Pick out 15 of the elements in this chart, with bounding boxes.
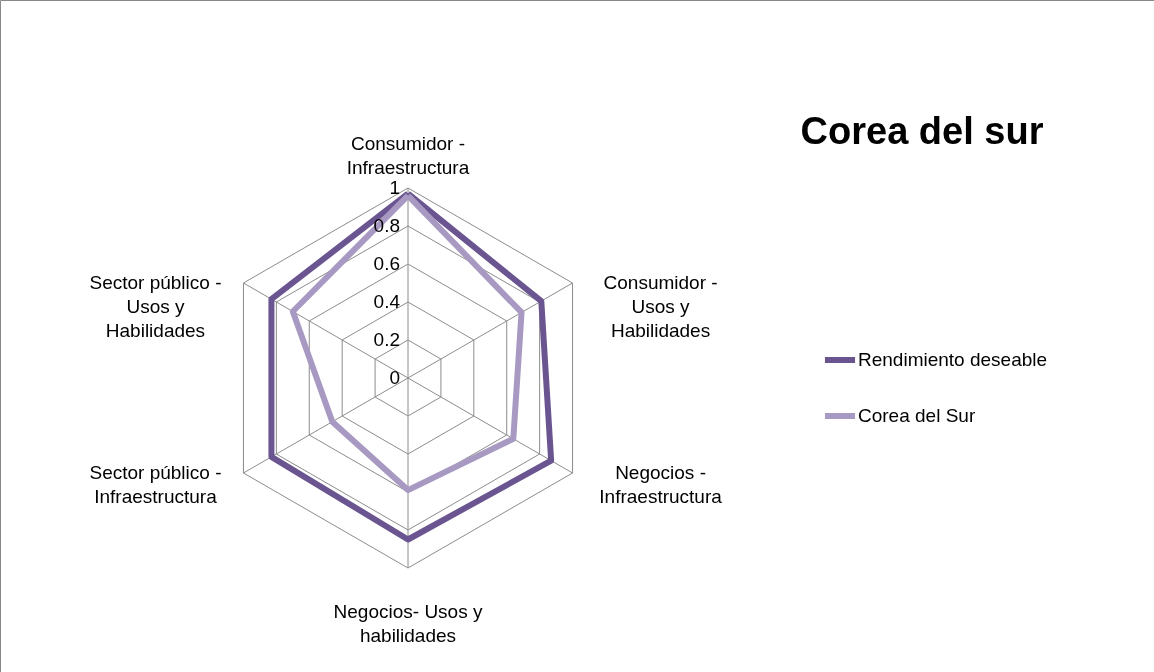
chart-title: Corea del sur [800,110,1044,152]
y-tick-label: 0.4 [373,291,401,312]
legend-label: Rendimiento deseable [858,349,1048,370]
y-tick-label: 0.2 [373,329,400,350]
y-tick-label: 0 [389,367,400,388]
spoke-label: Negocios - Infraestructura [599,462,723,507]
spoke-label: Sector público - Usos y Habilidades [89,272,222,341]
spoke-label: Sector público - Infraestructura [89,462,222,507]
y-tick-label: 1 [389,177,400,198]
spoke-label: Consumidor - Usos y Habilidades [603,272,718,341]
spoke-label: Negocios- Usos y habilidades [333,601,483,646]
y-tick-label: 0.6 [373,253,400,274]
spoke-label: Consumidor - Infraestructura [346,133,470,178]
y-tick-label: 0.8 [373,215,400,236]
legend-label: Corea del Sur [858,405,976,426]
